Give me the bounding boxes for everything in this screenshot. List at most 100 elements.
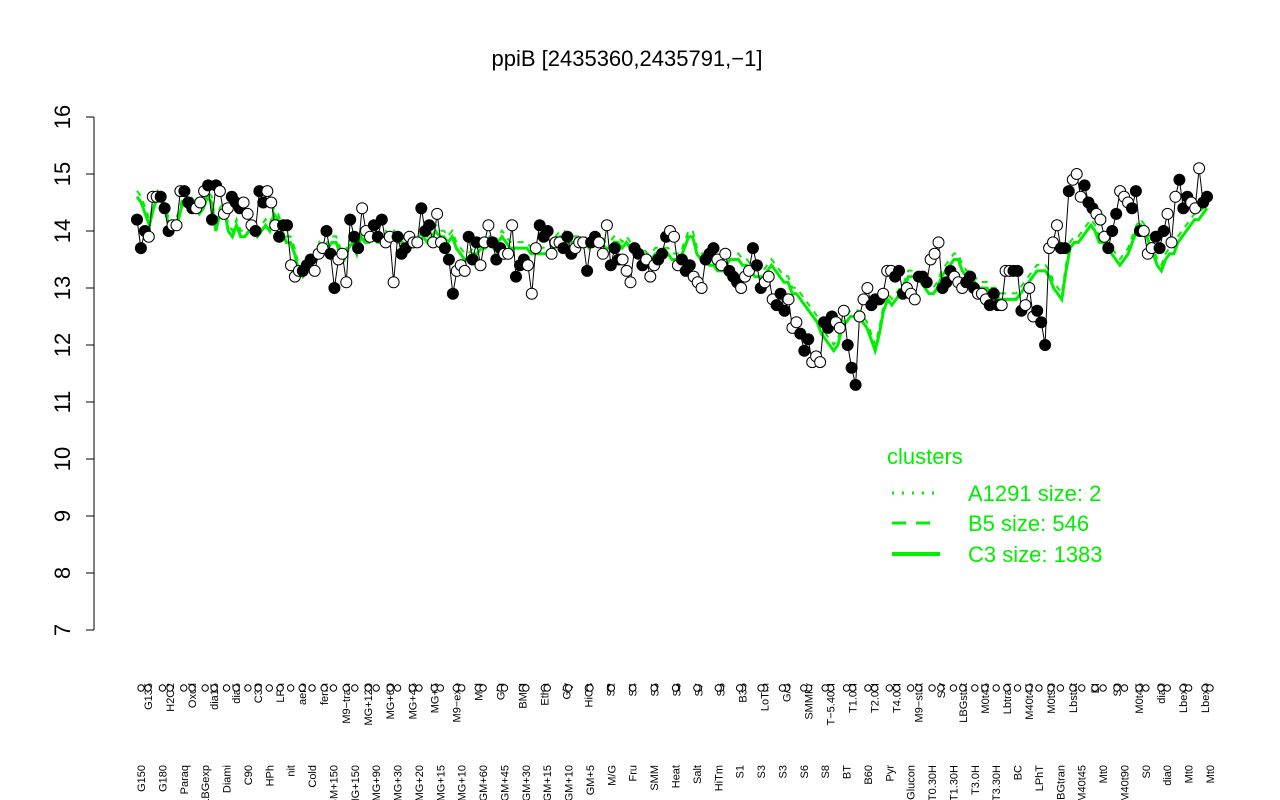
x-tick-label: GM+150 <box>328 765 340 800</box>
x-tick-marker <box>386 684 394 692</box>
x-tick-marker <box>693 684 701 692</box>
x-tick-marker <box>1135 684 1143 692</box>
x-tick-label: S1 <box>735 765 747 778</box>
x-tick-marker <box>778 684 787 692</box>
data-point <box>849 378 862 391</box>
data-point <box>241 207 254 220</box>
data-point <box>1031 304 1044 317</box>
data-point <box>415 202 428 215</box>
x-tick-label: SMM <box>649 765 661 791</box>
data-point <box>154 190 167 203</box>
legend-title: clusters <box>887 444 963 469</box>
data-point <box>431 207 444 220</box>
data-point <box>237 196 250 209</box>
data-point <box>281 219 293 232</box>
data-point <box>265 196 278 209</box>
x-tick-marker <box>254 684 262 692</box>
data-point <box>668 230 680 243</box>
x-tick-marker <box>906 684 915 692</box>
x-tick-marker <box>842 684 851 692</box>
x-tick-label: Mt0 <box>1205 765 1217 783</box>
y-axis: 7 8 9 10 11 12 13 14 15 16 <box>50 105 95 636</box>
data-point <box>995 299 1008 312</box>
x-axis-ticks: G135 H2O2 Oxctl dia15 dia5 C30 LPh aero ferm M9−t… <box>136 682 1217 800</box>
data-point <box>273 230 286 243</box>
data-point <box>261 185 274 198</box>
data-point <box>802 333 815 346</box>
data-point <box>837 304 850 317</box>
x-tick-label: T0.30H <box>927 765 939 800</box>
x-tick-label: HPh <box>264 765 276 786</box>
data-point <box>249 225 262 237</box>
data-point <box>170 219 183 232</box>
data-point <box>411 236 424 249</box>
data-point <box>833 321 846 334</box>
data-point <box>920 276 933 289</box>
x-tick-label: S6 <box>799 765 811 778</box>
x-tick-label: GM+45 <box>499 765 511 800</box>
x-tick-marker <box>864 684 872 692</box>
data-point <box>134 242 147 255</box>
data-point <box>1173 173 1186 186</box>
data-point <box>1161 207 1174 220</box>
x-tick-marker <box>543 684 551 692</box>
data-point <box>596 247 609 260</box>
x-tick-marker <box>928 684 936 692</box>
x-tick-marker <box>1206 684 1214 692</box>
x-tick-label: M9−tran <box>341 683 353 724</box>
data-point <box>206 213 218 226</box>
x-tick-marker <box>372 684 380 692</box>
x-tick-marker <box>714 684 722 692</box>
data-point <box>600 219 613 232</box>
x-tick-label: dia0 <box>1162 765 1174 786</box>
x-tick-marker <box>1047 684 1055 692</box>
x-tick-marker <box>564 684 573 692</box>
x-tick-marker <box>393 684 402 692</box>
data-point <box>178 185 191 198</box>
x-tick-marker <box>757 684 765 692</box>
data-point <box>1019 299 1032 312</box>
x-tick-marker <box>949 684 958 692</box>
x-tick-label: BT <box>842 765 854 779</box>
x-tick-label: S3 <box>756 765 768 778</box>
data-point <box>1023 282 1036 294</box>
x-tick-label: Mt0 <box>1184 765 1196 783</box>
data-point <box>593 236 605 249</box>
legend: clusters A1291 size: 2 B5 size: 546 C3 s… <box>887 444 1103 567</box>
x-tick-marker <box>870 684 879 692</box>
y-tick-label: 9 <box>50 510 75 522</box>
x-tick-label: T3.30H <box>991 765 1003 800</box>
data-point <box>932 236 945 249</box>
x-tick-label: Paraq <box>179 765 191 794</box>
data-point <box>320 225 333 237</box>
data-point <box>782 293 795 306</box>
x-tick-label: LBGstat <box>958 683 970 723</box>
x-tick-label: GM+30 <box>521 765 533 800</box>
x-tick-marker <box>436 684 445 692</box>
data-point <box>778 304 791 317</box>
x-tick-label: Heat <box>671 765 683 788</box>
data-point <box>375 213 388 226</box>
x-tick-marker <box>992 684 1000 692</box>
x-tick-label: nit <box>286 765 298 777</box>
data-point <box>893 264 905 277</box>
data-point <box>474 259 487 272</box>
x-tick-label: M9−stat <box>914 683 926 722</box>
y-tick-label: 15 <box>50 162 75 186</box>
x-tick-label: Pyr <box>884 765 896 782</box>
x-tick-marker <box>1099 684 1107 692</box>
data-point <box>1106 225 1119 237</box>
data-point <box>1078 179 1091 192</box>
data-points <box>131 162 1213 391</box>
x-tick-label: Fru <box>628 765 640 782</box>
data-point <box>707 242 720 255</box>
data-point <box>1165 236 1178 249</box>
x-tick-marker <box>1069 684 1077 692</box>
x-tick-marker <box>166 684 174 692</box>
data-point <box>1039 339 1052 351</box>
data-point <box>814 356 827 369</box>
x-tick-marker <box>735 684 744 692</box>
x-tick-label: M40t90 <box>1119 765 1131 800</box>
x-tick-marker <box>329 684 338 692</box>
data-point <box>328 282 341 294</box>
